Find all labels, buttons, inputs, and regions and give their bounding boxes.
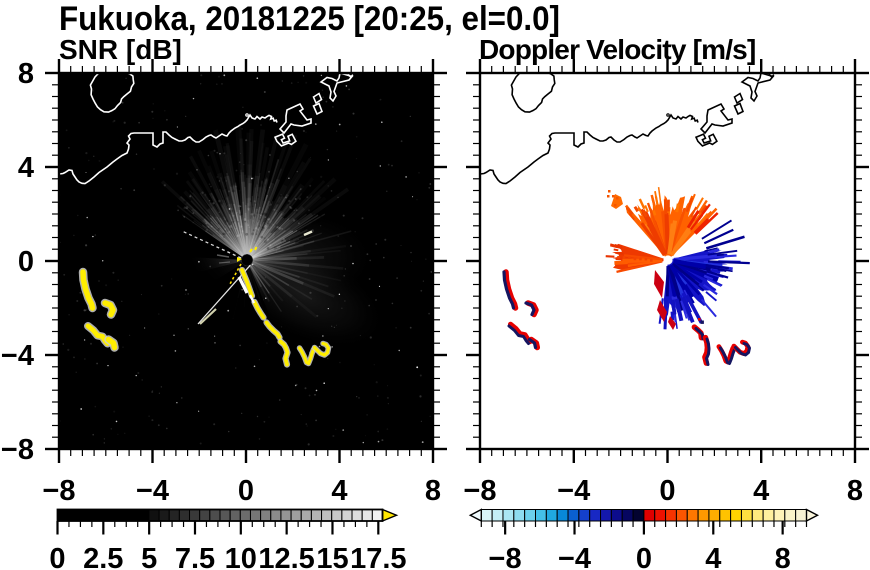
svg-text:0: 0 [49,543,65,570]
svg-text:−8: −8 [42,475,75,507]
svg-text:Fukuoka, 20181225 [20:25, el=0: Fukuoka, 20181225 [20:25, el=0.0] [59,0,560,38]
svg-text:0: 0 [18,246,34,278]
svg-text:−8: −8 [489,543,522,570]
svg-text:−4: −4 [136,475,169,507]
svg-text:10: 10 [225,543,257,570]
svg-text:SNR [dB]: SNR [dB] [59,34,182,65]
svg-text:−8: −8 [1,434,34,466]
svg-text:4: 4 [753,475,769,507]
svg-text:−4: −4 [558,543,591,570]
svg-text:5: 5 [141,543,157,570]
svg-text:8: 8 [425,475,441,507]
svg-text:7.5: 7.5 [175,543,215,570]
svg-text:4: 4 [331,475,347,507]
svg-text:0: 0 [659,475,675,507]
svg-text:8: 8 [18,58,34,90]
svg-text:−4: −4 [1,340,34,372]
svg-text:−4: −4 [557,475,590,507]
svg-text:4: 4 [705,543,721,570]
svg-text:15: 15 [316,543,348,570]
svg-text:4: 4 [18,152,34,184]
svg-text:2.5: 2.5 [83,543,123,570]
svg-text:−8: −8 [463,475,496,507]
svg-text:12.5: 12.5 [258,543,314,570]
svg-text:17.5: 17.5 [350,543,406,570]
svg-text:Doppler Velocity [m/s]: Doppler Velocity [m/s] [479,34,755,65]
svg-text:0: 0 [636,543,652,570]
svg-text:0: 0 [238,475,254,507]
svg-text:8: 8 [775,543,791,570]
svg-text:8: 8 [847,475,863,507]
